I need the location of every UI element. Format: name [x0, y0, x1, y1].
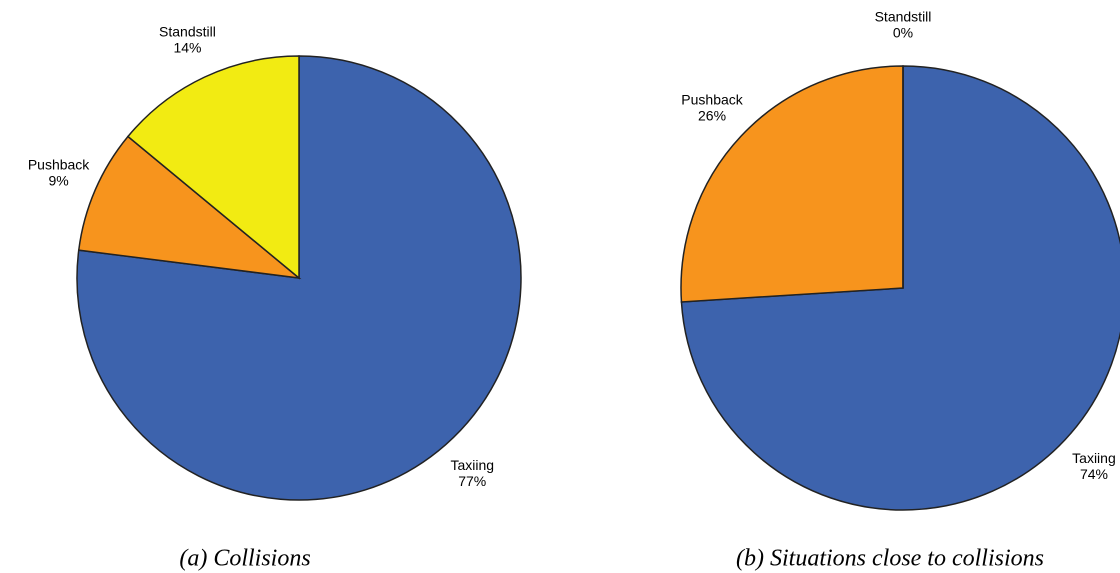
- slice-label: Taxiing: [450, 457, 494, 473]
- pie-slice: [680, 65, 904, 303]
- slice-value: 14%: [173, 40, 201, 56]
- slice-value: 74%: [1080, 466, 1108, 482]
- pie-slice: [680, 65, 1120, 511]
- chart-caption: (a) Collisions: [179, 546, 310, 572]
- slice-label: Standstill: [159, 24, 216, 40]
- slice-value: 9%: [48, 173, 68, 189]
- slice-value: 77%: [458, 473, 486, 489]
- pie-slice: [126, 55, 300, 280]
- pie-slice: [77, 135, 302, 280]
- slice-label: Standstill: [875, 9, 932, 25]
- slice-value: 26%: [698, 107, 726, 123]
- slice-label: Taxiing: [1072, 450, 1116, 466]
- slice-label: Pushback: [681, 91, 743, 107]
- slice-label: Pushback: [28, 157, 90, 173]
- chart-caption: (b) Situations close to collisions: [736, 546, 1044, 572]
- slice-value: 0%: [893, 25, 913, 41]
